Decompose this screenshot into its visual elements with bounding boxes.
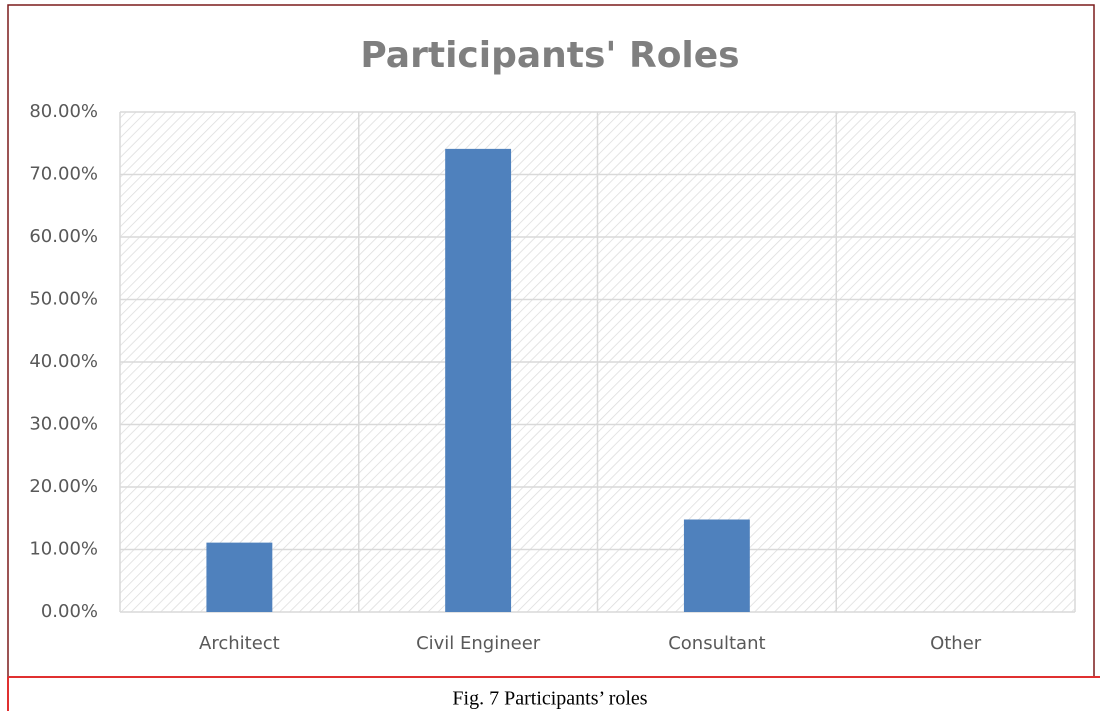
y-tick-label: 40.00% [29,351,98,372]
y-tick-label: 10.00% [29,539,98,560]
bar [206,542,273,612]
bar [445,148,512,612]
chart-title: Participants' Roles [360,35,739,76]
y-tick-label: 60.00% [29,226,98,247]
x-tick-label: Civil Engineer [416,633,541,654]
y-tick-label: 0.00% [41,601,98,622]
y-tick-label: 50.00% [29,289,98,310]
caption: Fig. 7 Participants’ roles [452,688,647,710]
x-tick-label: Consultant [668,633,765,654]
x-tick-label: Other [930,633,982,654]
y-tick-label: 30.00% [29,414,98,435]
x-tick-label: Architect [199,633,280,654]
bar [683,519,750,612]
y-tick-label: 70.00% [29,164,98,185]
y-tick-label: 20.00% [29,476,98,497]
y-tick-label: 80.00% [29,101,98,122]
